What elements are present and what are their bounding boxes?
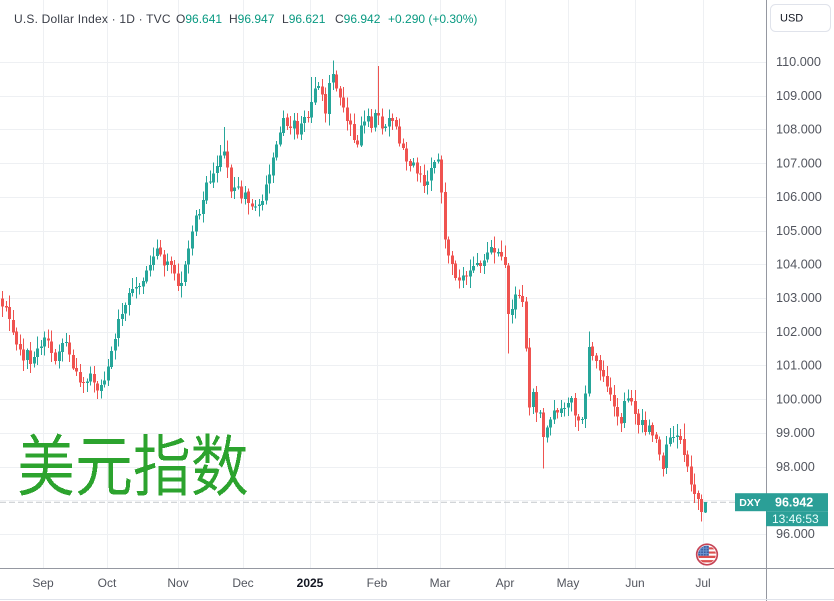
svg-text:99.000: 99.000 [776, 426, 815, 440]
svg-text:101.000: 101.000 [776, 359, 822, 373]
svg-text:98.000: 98.000 [776, 460, 815, 474]
svg-text:109.000: 109.000 [776, 89, 822, 103]
svg-text:107.000: 107.000 [776, 156, 822, 170]
svg-text:Jun: Jun [625, 576, 644, 590]
svg-text:102.000: 102.000 [776, 325, 822, 339]
svg-text:May: May [557, 576, 580, 590]
svg-text:Feb: Feb [367, 576, 388, 590]
svg-text:Nov: Nov [167, 576, 188, 590]
svg-text:Oct: Oct [98, 576, 117, 590]
svg-text:Jul: Jul [695, 576, 710, 590]
svg-text:103.000: 103.000 [776, 291, 822, 305]
svg-text:USD: USD [780, 13, 803, 25]
svg-text:Sep: Sep [32, 576, 54, 590]
svg-text:104.000: 104.000 [776, 258, 822, 272]
svg-text:110.000: 110.000 [776, 55, 821, 69]
svg-text:100.000: 100.000 [776, 392, 822, 406]
svg-text:106.000: 106.000 [776, 190, 822, 204]
svg-text:Dec: Dec [232, 576, 253, 590]
svg-text:13:46:53: 13:46:53 [772, 512, 819, 526]
svg-text:108.000: 108.000 [776, 123, 822, 137]
svg-text:96.942: 96.942 [775, 496, 813, 510]
svg-text:Mar: Mar [430, 576, 451, 590]
svg-text:DXY: DXY [739, 497, 761, 509]
svg-text:105.000: 105.000 [776, 224, 822, 238]
svg-text:96.000: 96.000 [776, 527, 815, 541]
svg-text:2025: 2025 [297, 576, 324, 590]
svg-text:Apr: Apr [496, 576, 515, 590]
